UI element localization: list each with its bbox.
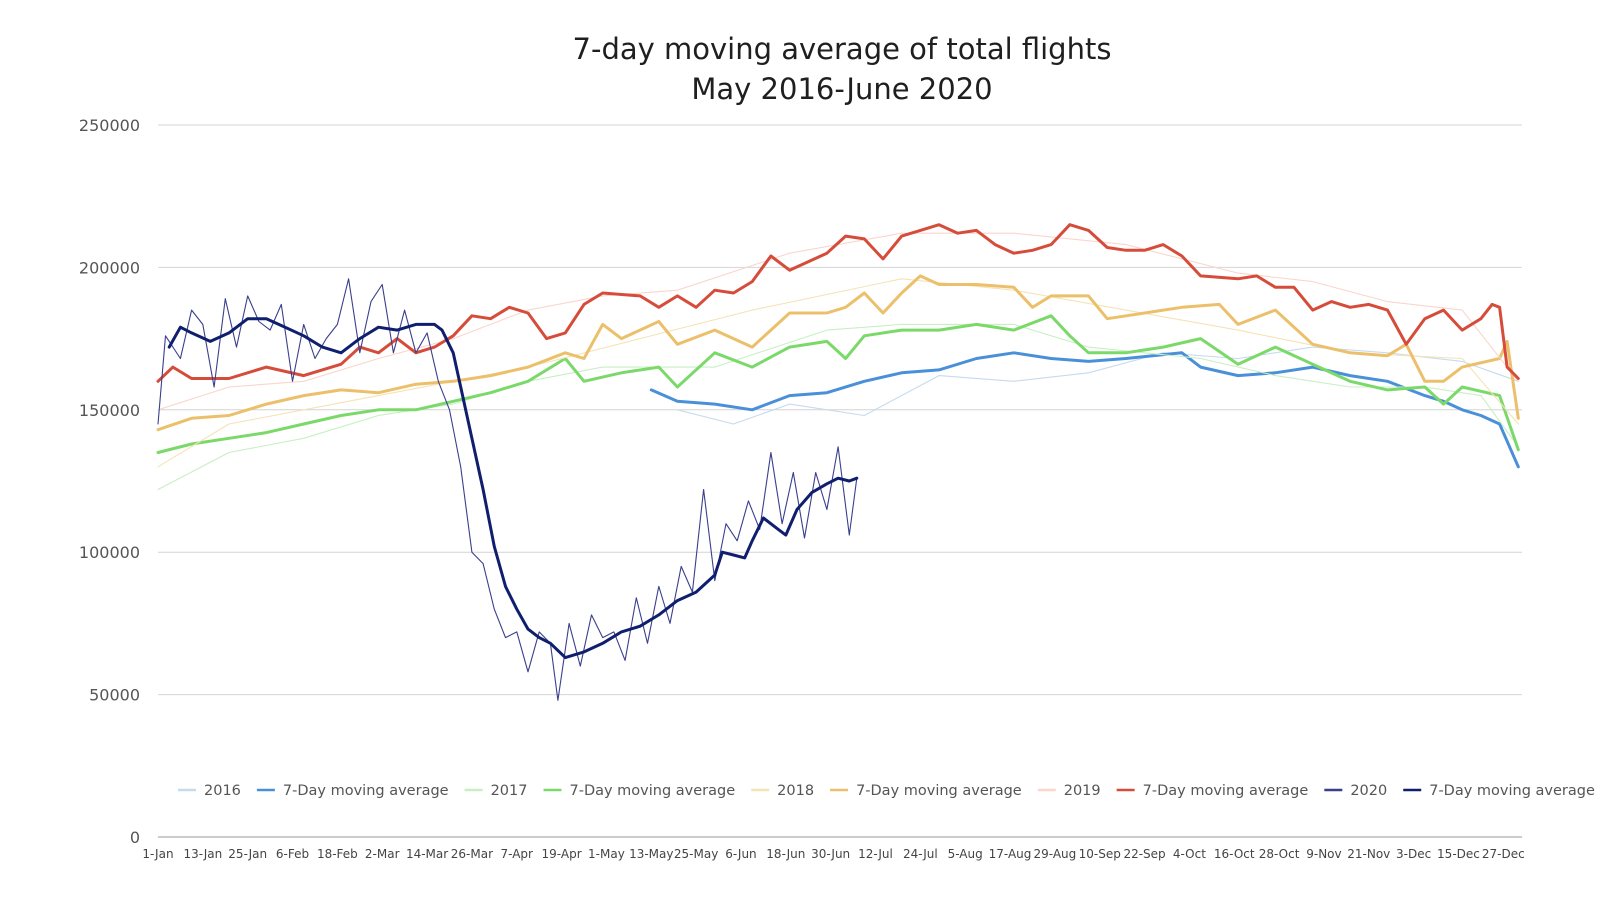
- x-tick-label: 21-Nov: [1347, 847, 1390, 861]
- x-tick-label: 16-Oct: [1214, 847, 1255, 861]
- series-line-4: [157, 278, 1519, 468]
- y-tick-label: 0: [130, 828, 140, 847]
- x-tick-label: 9-Nov: [1306, 847, 1341, 861]
- x-tick-label: 3-Dec: [1396, 847, 1431, 861]
- x-tick-label: 7-Apr: [501, 847, 534, 861]
- legend-label: 2017: [491, 783, 528, 799]
- legend-label: 7-Day moving average: [283, 783, 449, 799]
- x-tick-label: 25-Jan: [228, 847, 267, 861]
- legend-label: 2018: [777, 783, 814, 799]
- legend-label: 2016: [204, 783, 241, 799]
- x-tick-label: 25-May: [674, 847, 718, 861]
- legend-label: 7-Day moving average: [1143, 783, 1309, 799]
- x-tick-label: 6-Feb: [276, 847, 309, 861]
- y-tick-label: 250000: [79, 116, 140, 135]
- series-line-3: [156, 314, 1520, 454]
- gridlines: [158, 124, 1522, 838]
- x-tick-label: 5-Aug: [948, 847, 983, 861]
- x-tick-label: 1-May: [588, 847, 625, 861]
- legend-label: 7-Day moving average: [1429, 783, 1595, 799]
- x-tick-label: 13-May: [629, 847, 673, 861]
- series-line-9: [167, 317, 859, 660]
- x-tick-label: 4-Oct: [1173, 847, 1206, 861]
- x-tick-label: 10-Sep: [1079, 847, 1121, 861]
- y-tick-label: 200000: [79, 258, 140, 277]
- series-line-0: [676, 346, 1519, 425]
- x-tick-label: 30-Jun: [811, 847, 850, 861]
- x-tick-label: 18-Jun: [766, 847, 805, 861]
- series-line-7: [156, 223, 1520, 383]
- x-tick-label: 6-Jun: [725, 847, 756, 861]
- x-tick-label: 19-Apr: [542, 847, 582, 861]
- x-tick-label: 15-Dec: [1437, 847, 1480, 861]
- x-tick-label: 17-Aug: [989, 847, 1032, 861]
- y-tick-label: 100000: [79, 543, 140, 562]
- x-tick-label: 13-Jan: [183, 847, 222, 861]
- legend-label: 7-Day moving average: [856, 783, 1022, 799]
- x-axis: 1-Jan 13-Jan 25-Jan 6-Feb 18-Feb 2-Mar 14-Mar 2…: [142, 847, 1524, 861]
- chart-title: 7-day moving average of total flights: [573, 32, 1112, 66]
- legend: 2016 7-Day moving average 2017 7-Day moving…: [178, 783, 1595, 799]
- series-line-2: [157, 323, 1519, 491]
- x-tick-label: 24-Jul: [903, 847, 938, 861]
- legend-label: 2019: [1064, 783, 1101, 799]
- x-tick-label: 28-Oct: [1259, 847, 1300, 861]
- y-axis: 0 50000 100000 150000 200000 250000: [79, 116, 140, 847]
- legend-label: 7-Day moving average: [569, 783, 735, 799]
- y-tick-label: 50000: [89, 686, 140, 705]
- x-tick-label: 14-Mar: [406, 847, 448, 861]
- x-tick-label: 12-Jul: [858, 847, 893, 861]
- y-tick-label: 150000: [79, 401, 140, 420]
- series-line-5: [156, 274, 1520, 432]
- legend-label: 2020: [1350, 783, 1387, 799]
- chart-subtitle: May 2016-June 2020: [691, 72, 992, 106]
- x-tick-label: 2-Mar: [365, 847, 400, 861]
- series-line-8: [157, 278, 858, 701]
- series-lines: [156, 223, 1520, 701]
- x-tick-label: 29-Aug: [1033, 847, 1076, 861]
- x-tick-label: 26-Mar: [451, 847, 493, 861]
- x-tick-label: 22-Sep: [1123, 847, 1165, 861]
- x-tick-label: 27-Dec: [1482, 847, 1525, 861]
- x-tick-label: 1-Jan: [142, 847, 173, 861]
- x-tick-label: 18-Feb: [317, 847, 358, 861]
- series-line-6: [157, 232, 1519, 411]
